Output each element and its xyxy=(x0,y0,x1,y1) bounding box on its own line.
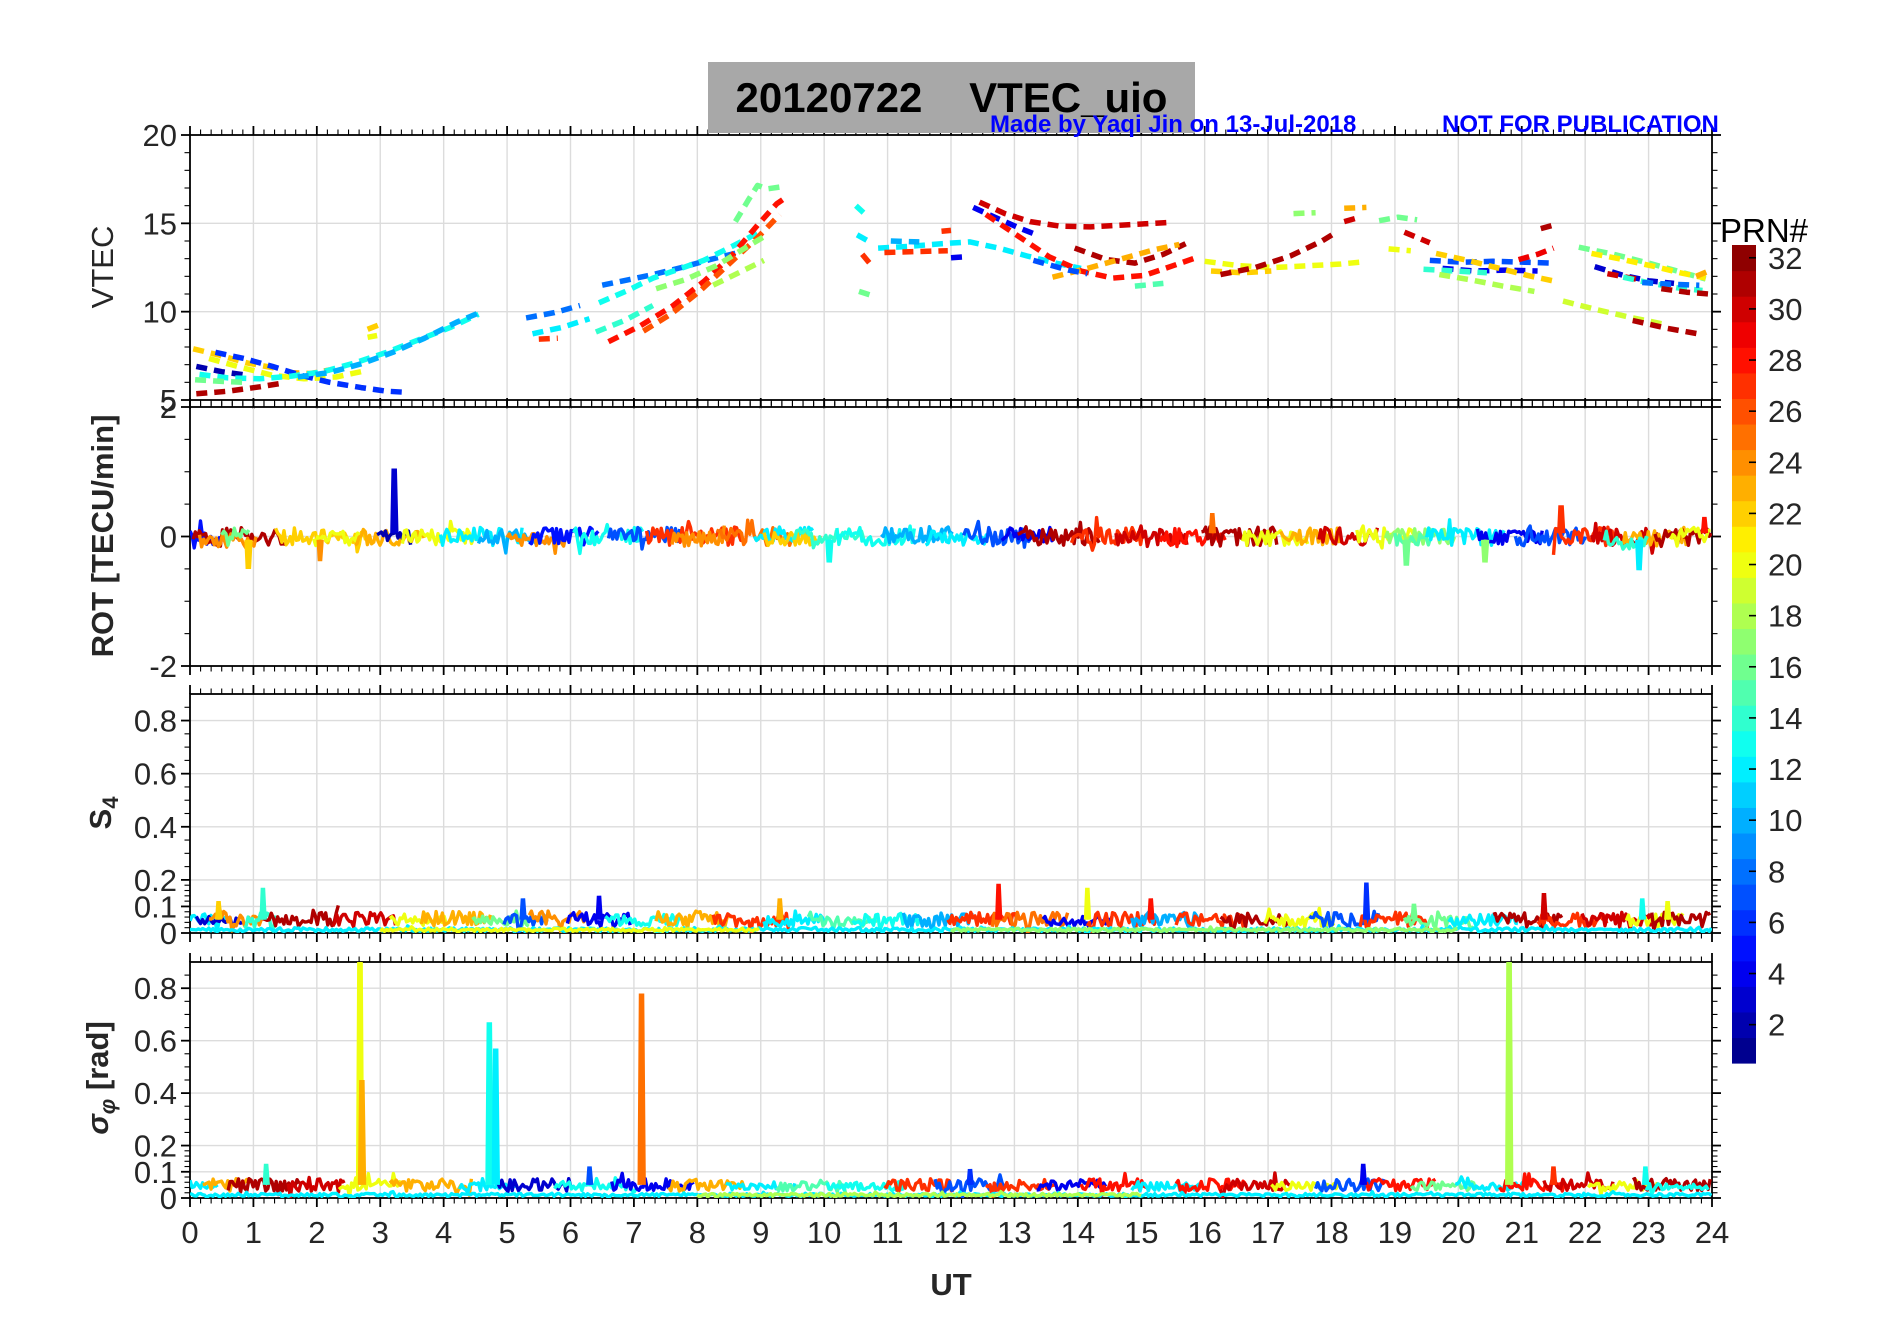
svg-text:0.4: 0.4 xyxy=(134,810,177,845)
svg-text:18: 18 xyxy=(1314,1215,1348,1250)
svg-text:4: 4 xyxy=(1768,957,1785,992)
svg-text:20: 20 xyxy=(1441,1215,1475,1250)
svg-text:1: 1 xyxy=(245,1215,262,1250)
svg-text:8: 8 xyxy=(689,1215,706,1250)
subplot-rot: -2 0 2 xyxy=(149,390,1721,684)
svg-text:21: 21 xyxy=(1505,1215,1539,1250)
svg-text:0.8: 0.8 xyxy=(134,704,177,739)
svg-text:23: 23 xyxy=(1631,1215,1665,1250)
svg-text:0.6: 0.6 xyxy=(134,1024,177,1059)
page-title: 20120722 VTEC_uio xyxy=(735,73,1168,121)
not-for-publication-annotation: NOT FOR PUBLICATION xyxy=(1442,111,1719,138)
svg-text:0.1: 0.1 xyxy=(134,889,177,924)
svg-text:9: 9 xyxy=(752,1215,769,1250)
svg-text:2: 2 xyxy=(308,1215,325,1250)
svg-text:10: 10 xyxy=(1768,803,1802,838)
svg-text:13: 13 xyxy=(997,1215,1031,1250)
svg-text:17: 17 xyxy=(1251,1215,1285,1250)
svg-text:12: 12 xyxy=(934,1215,968,1250)
svg-text:0.8: 0.8 xyxy=(134,971,177,1006)
y-axis-label-rot: ROT [TECU/min] xyxy=(85,414,120,658)
svg-text:12: 12 xyxy=(1768,752,1802,787)
subplot-s4-data xyxy=(190,882,1712,933)
svg-text:30: 30 xyxy=(1768,292,1802,327)
svg-text:15: 15 xyxy=(143,206,177,241)
svg-text:0.4: 0.4 xyxy=(134,1076,177,1111)
svg-text:20: 20 xyxy=(143,118,177,153)
y-axis-label-sigma-phi: σφ [rad] xyxy=(80,1021,121,1135)
svg-text:14: 14 xyxy=(1768,701,1802,736)
svg-text:22: 22 xyxy=(1568,1215,1602,1250)
svg-text:5: 5 xyxy=(498,1215,515,1250)
svg-text:11: 11 xyxy=(871,1215,903,1250)
svg-text:0: 0 xyxy=(160,520,177,555)
svg-text:16: 16 xyxy=(1187,1215,1221,1250)
svg-text:24: 24 xyxy=(1695,1215,1729,1250)
svg-text:2: 2 xyxy=(1768,1008,1785,1043)
y-axis-label-vtec: VTEC xyxy=(85,225,120,309)
svg-text:6: 6 xyxy=(562,1215,579,1250)
svg-text:4: 4 xyxy=(435,1215,452,1250)
svg-text:-2: -2 xyxy=(149,649,177,684)
title-box: 20120722 VTEC_uio xyxy=(708,62,1195,133)
svg-text:19: 19 xyxy=(1378,1215,1412,1250)
svg-text:7: 7 xyxy=(625,1215,642,1250)
svg-text:0: 0 xyxy=(160,1181,177,1216)
svg-text:0.6: 0.6 xyxy=(134,757,177,792)
subplot-sigma-phi: 00.10.20.40.60.80 1 2 3 4 5 6 7 8 9 10 11 12 13 14 15 16… xyxy=(134,953,1729,1250)
svg-text:16: 16 xyxy=(1768,650,1802,685)
svg-text:6: 6 xyxy=(1768,905,1785,940)
svg-text:0.2: 0.2 xyxy=(134,863,177,898)
colorbar-label: PRN# xyxy=(1720,212,1809,249)
svg-text:14: 14 xyxy=(1061,1215,1095,1250)
svg-text:20: 20 xyxy=(1768,548,1802,583)
svg-text:15: 15 xyxy=(1124,1215,1158,1250)
svg-text:0.1: 0.1 xyxy=(134,1155,177,1190)
svg-text:28: 28 xyxy=(1768,343,1802,378)
svg-text:0.2: 0.2 xyxy=(134,1129,177,1164)
y-axis-label-s4: S4 xyxy=(83,796,124,830)
subplot-vtec-data xyxy=(192,182,1710,397)
subplot-vtec: 5 10 15 20 xyxy=(143,118,1721,418)
svg-text:10: 10 xyxy=(807,1215,841,1250)
svg-text:24: 24 xyxy=(1768,445,1802,480)
subplot-s4: 00.10.2 0.4 0.6 0.8 xyxy=(134,685,1721,951)
svg-text:18: 18 xyxy=(1768,599,1802,634)
svg-text:10: 10 xyxy=(143,295,177,330)
subplot-rot-data xyxy=(190,468,1712,571)
made-by-annotation: Made by Yaqi Jin on 13-Jul-2018 xyxy=(990,111,1357,138)
svg-text:26: 26 xyxy=(1768,394,1802,429)
svg-text:5: 5 xyxy=(160,383,177,418)
svg-text:0: 0 xyxy=(181,1215,198,1250)
svg-text:32: 32 xyxy=(1768,241,1802,276)
svg-text:3: 3 xyxy=(372,1215,389,1250)
svg-text:2: 2 xyxy=(160,390,177,425)
x-axis-label: UT xyxy=(930,1267,972,1302)
svg-text:22: 22 xyxy=(1768,496,1802,531)
svg-text:8: 8 xyxy=(1768,854,1785,889)
subplot-sigma-phi-data xyxy=(190,962,1712,1198)
svg-text:0: 0 xyxy=(160,916,177,951)
